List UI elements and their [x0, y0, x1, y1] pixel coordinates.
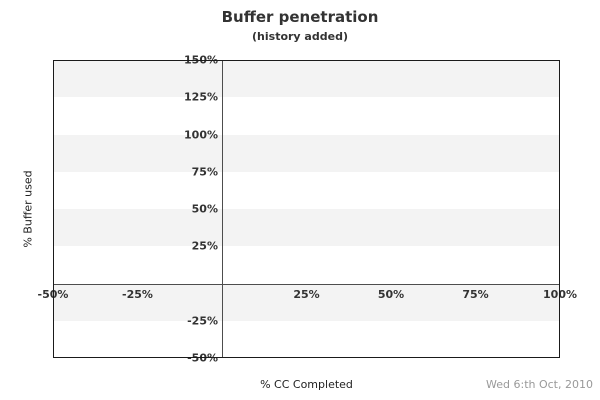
grid-band [53, 97, 560, 135]
x-tick-label: 25% [293, 288, 320, 301]
chart-subtitle: (history added) [252, 30, 348, 43]
x-tick-label: 50% [377, 288, 405, 301]
y-tick-label: 75% [191, 165, 218, 179]
grid-band [53, 171, 560, 209]
y-tick-label: -25% [187, 314, 218, 328]
grid-band [53, 209, 560, 247]
x-tick-label: -25% [122, 288, 153, 301]
grid-band [53, 246, 560, 284]
x-tick-label: 75% [462, 288, 489, 301]
y-tick-label: 50% [191, 202, 218, 216]
grid-band [53, 320, 560, 358]
plot-area: 150% 125% 100% 75% 50% 25% -25% -50% -50% -25% 25%… [38, 54, 577, 365]
grid-band [53, 60, 560, 98]
x-tick-label: -50% [37, 288, 69, 301]
y-tick-label: 150% [184, 53, 218, 67]
grid-bands-layer [53, 60, 560, 358]
y-tick-label: 25% [191, 239, 218, 253]
y-tick-label: -50% [187, 351, 218, 365]
grid-band [53, 134, 560, 172]
y-tick-label: 100% [184, 128, 218, 141]
tick-labels-layer: 150% 125% 100% 75% 50% 25% -25% -50% -50% -25% 25%… [38, 54, 577, 365]
grid-band [53, 283, 560, 321]
chart-title: Buffer penetration [221, 8, 379, 26]
x-axis-title: % CC Completed [260, 378, 353, 391]
x-tick-label: 100% [543, 288, 577, 301]
y-tick-label: 125% [184, 90, 218, 104]
chart-date-stamp: Wed 6:th Oct, 2010 [486, 378, 593, 391]
y-axis-title: % Buffer used [21, 170, 35, 248]
